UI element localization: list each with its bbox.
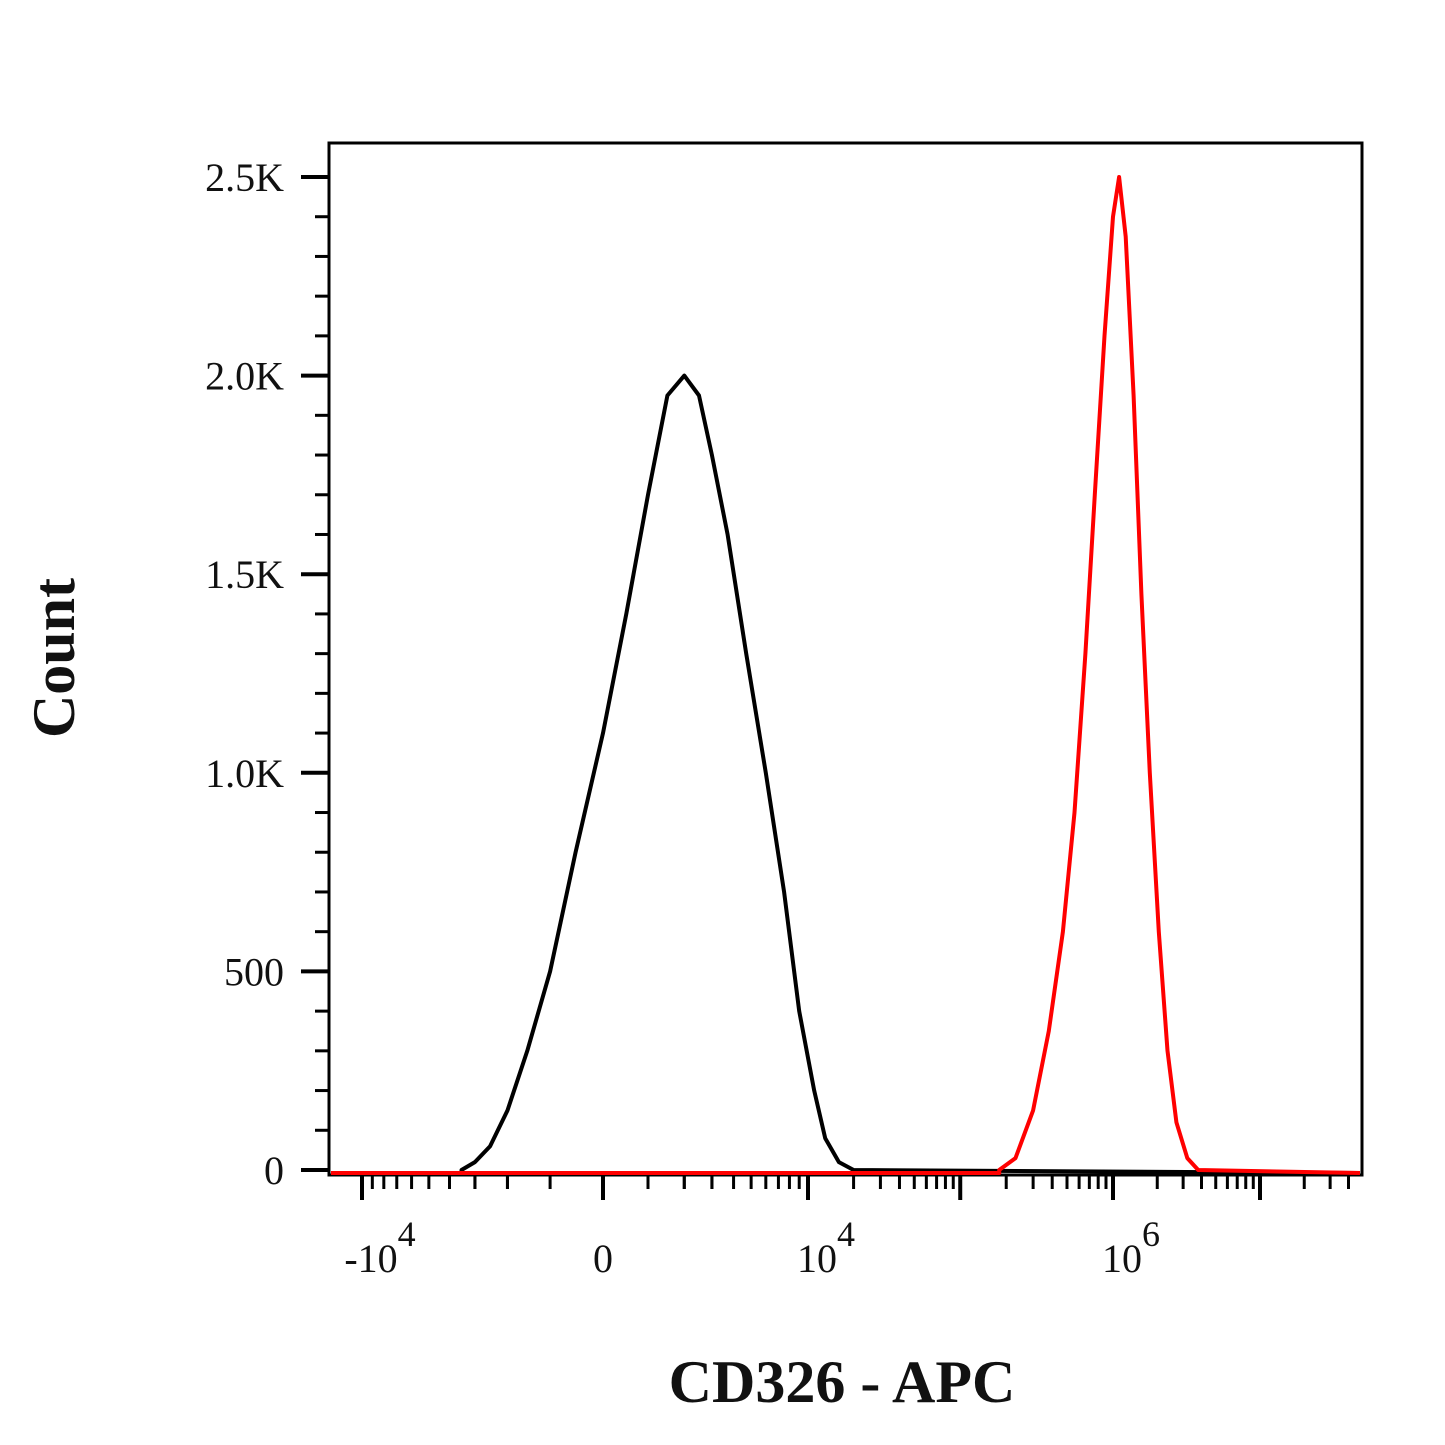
series-layer [331, 175, 1361, 1175]
y-tick-label: 2.5K [205, 155, 284, 200]
series-1-line [331, 373, 1361, 1175]
y-tick-label: 1.5K [205, 552, 284, 597]
y-tick-label: 500 [224, 949, 284, 994]
x-tick-label: -104 [344, 1214, 415, 1281]
y-tick-label: 2.0K [205, 354, 284, 399]
y-tick-label: 0 [264, 1148, 284, 1193]
series-2-line [331, 175, 1361, 1175]
y-axis: 0 500 1.0K 1.5K 2.0K 2.5K [205, 143, 331, 1193]
x-tick-label: 104 [797, 1214, 855, 1281]
plot-frame [327, 141, 1364, 1177]
x-tick-label: 0 [593, 1236, 613, 1281]
y-axis-title: Count [21, 578, 87, 738]
x-axis-title: CD326 - APC [669, 1349, 1016, 1415]
x-axis: -104 0 104 106 [329, 1173, 1362, 1281]
y-tick-label: 1.0K [205, 751, 284, 796]
x-tick-label: 106 [1102, 1214, 1160, 1281]
